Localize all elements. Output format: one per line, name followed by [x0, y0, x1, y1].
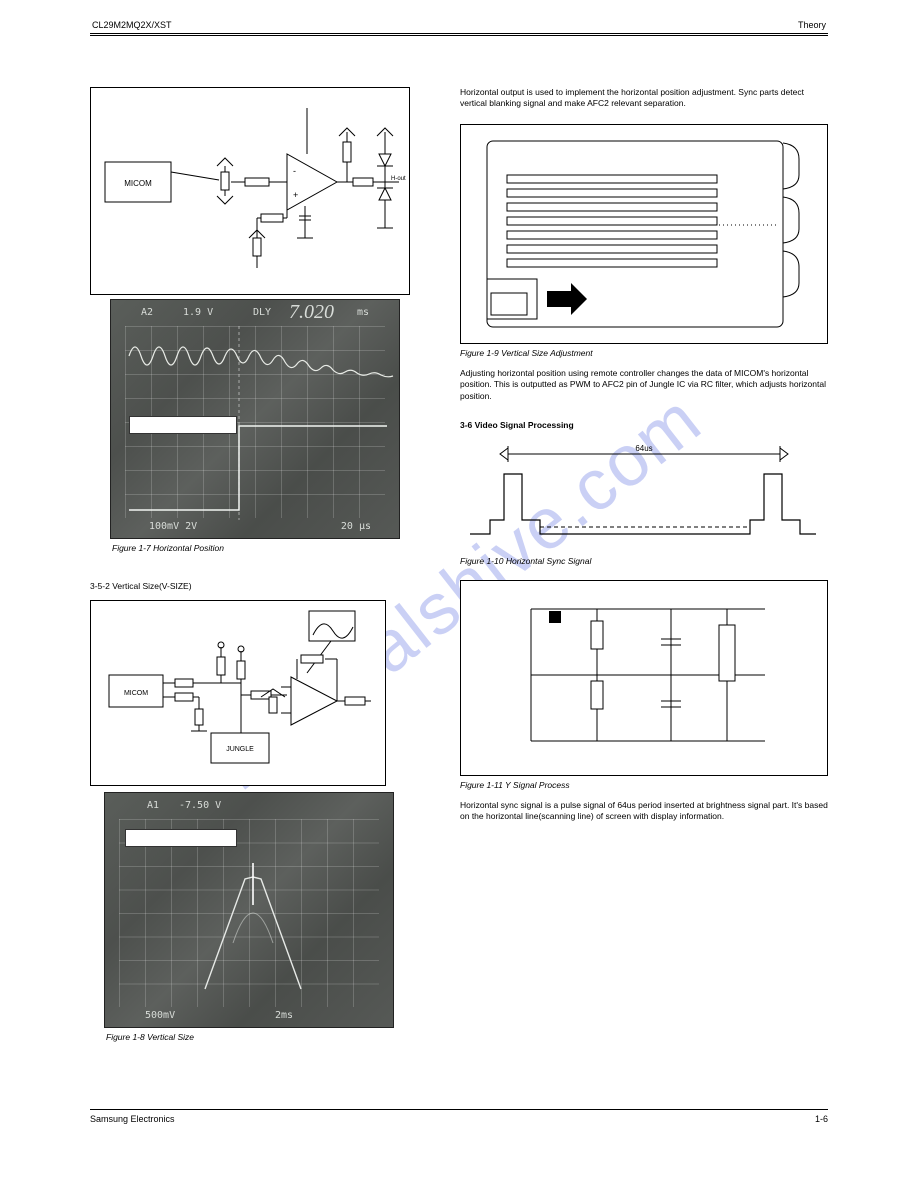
fig7-caption: Figure 1-7 Horizontal Position: [112, 543, 410, 553]
s1-t: 7.020: [289, 302, 334, 322]
header-left: CL29M2MQ2X/XST: [92, 20, 172, 30]
fig9-svg: [461, 125, 829, 345]
text-r1: Horizontal output is used to implement t…: [460, 87, 828, 110]
footer-right: 1-6: [815, 1114, 828, 1124]
fig11-svg: [461, 581, 829, 777]
svg-text:MICOM: MICOM: [124, 690, 148, 697]
footer-left: Samsung Electronics: [90, 1114, 175, 1124]
figure-1-8: MICOM JUNGLE: [90, 600, 386, 786]
text-r3: Horizontal sync signal is a pulse signal…: [460, 800, 828, 823]
figure-1-9: [460, 124, 828, 344]
fig10-svg: 64us: [460, 442, 820, 552]
s2-vdiv: -7.50 V: [179, 801, 221, 811]
s2-ch: A1: [147, 801, 159, 811]
sec-352: 3-5-2 Vertical Size(V-SIZE): [90, 581, 410, 592]
heading-3-6: 3-6 Video Signal Processing: [460, 420, 828, 431]
scope-2: A1 -7.50 V 500mV 2ms: [104, 792, 394, 1028]
s2-bl: 500mV: [145, 1011, 175, 1021]
header-right: Theory: [798, 20, 826, 30]
sync-label: 64us: [635, 444, 652, 453]
s2-whitebox: [125, 829, 237, 847]
s1-tu: ms: [357, 308, 369, 318]
s2-br: 2ms: [275, 1011, 293, 1021]
s1-br: 20 µs: [341, 522, 371, 532]
hout-label: H-out: [391, 176, 406, 182]
figure-1-7: MICOM - +: [90, 87, 410, 295]
fig9-caption: Figure 1-9 Vertical Size Adjustment: [460, 348, 828, 358]
micom-label: MICOM: [124, 179, 152, 188]
text-r2: Adjusting horizontal position using remo…: [460, 368, 828, 402]
fig8-caption: Figure 1-8 Vertical Size: [106, 1032, 410, 1042]
svg-text:+: +: [293, 190, 298, 200]
figure-1-11: [460, 580, 828, 776]
svg-text:-: -: [293, 166, 296, 176]
scope-1: A2 1.9 V DLY 7.020 ms 100mV 2V 20 µs: [110, 299, 400, 539]
fig11-caption: Figure 1-11 Y Signal Process: [460, 780, 828, 790]
s1-vdiv: 1.9 V: [183, 308, 213, 318]
header-rule: [90, 33, 828, 36]
fig8-svg: MICOM JUNGLE: [91, 601, 387, 787]
svg-text:JUNGLE: JUNGLE: [226, 746, 254, 753]
s1-ch: A2: [141, 308, 153, 318]
s1-bl: 100mV 2V: [149, 522, 197, 532]
fig10-caption: Figure 1-10 Horizontal Sync Signal: [460, 556, 828, 566]
figure-1-10: 64us: [460, 442, 820, 552]
fig7-svg: MICOM - +: [91, 88, 411, 296]
s1-whitebox: [129, 416, 237, 434]
s1-mode: DLY: [253, 308, 271, 318]
